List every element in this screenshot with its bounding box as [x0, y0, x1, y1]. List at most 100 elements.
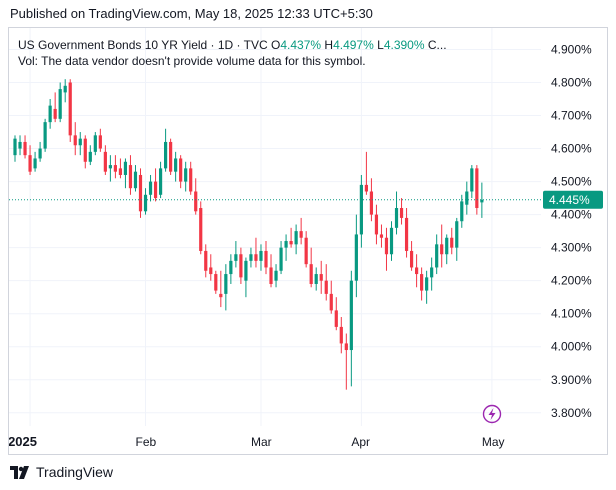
y-tick-label: 4.600% [551, 142, 592, 156]
legend-volume-note: Vol: The data vendor doesn't provide vol… [18, 54, 366, 68]
candle [430, 257, 434, 291]
legend-low-value: 4.390% [383, 38, 425, 52]
candle [450, 227, 454, 255]
candle [224, 264, 228, 311]
candle [374, 204, 379, 245]
candle [239, 247, 243, 284]
candle [269, 254, 273, 288]
candle [404, 208, 409, 258]
candle-body [425, 277, 429, 291]
candle [103, 145, 107, 175]
candle [199, 201, 203, 255]
candle [68, 79, 72, 142]
candle-body [440, 244, 444, 255]
candle [244, 257, 248, 298]
candle [174, 151, 178, 182]
candle [259, 244, 263, 271]
candle [415, 254, 419, 288]
candle [13, 135, 17, 162]
candle-body [83, 138, 87, 162]
candle-body [174, 158, 178, 172]
candle-body [369, 191, 374, 215]
candle [194, 178, 198, 215]
candle [409, 241, 414, 271]
chart-panel[interactable]: 4.900% 4.800% 4.700% 4.600% 4.500% 4.400% 4.30… [8, 27, 608, 455]
candle-body [409, 250, 414, 268]
candle [425, 270, 429, 304]
candle-body [103, 151, 107, 172]
y-tick-label: 4.100% [551, 307, 592, 321]
tradingview-brand[interactable]: TradingView [10, 464, 113, 480]
candle [379, 224, 384, 248]
y-tick-label: 4.200% [551, 274, 592, 288]
candle [475, 165, 479, 215]
candle-body [284, 241, 288, 248]
candle-body [169, 141, 173, 172]
candle-body [249, 254, 253, 261]
candle-body [420, 274, 424, 291]
candle-body [23, 141, 27, 156]
candle-body [184, 168, 188, 182]
candle-body [450, 237, 454, 248]
current-price-badge [543, 190, 603, 209]
candle [364, 151, 368, 195]
legend-line-ohlc: US Government Bonds 10 YR Yield · 1D · T… [18, 37, 447, 53]
candle-body [470, 168, 474, 192]
axis-layer: 4.900% 4.800% 4.700% 4.600% 4.500% 4.400% 4.30… [9, 42, 603, 449]
candle [445, 234, 449, 265]
candle-body [209, 267, 213, 275]
candle-body [415, 267, 419, 275]
y-tick-label: 3.800% [551, 406, 592, 420]
x-tick-label: Mar [251, 435, 272, 449]
candle [98, 128, 102, 152]
candle [309, 247, 313, 288]
candle-body [234, 254, 238, 261]
candlestick-chart[interactable]: 4.900% 4.800% 4.700% 4.600% 4.500% 4.400% 4.30… [9, 28, 608, 455]
candle [143, 188, 148, 215]
candle-body [43, 122, 47, 149]
candle-body [244, 260, 248, 281]
candle [153, 168, 158, 202]
candle [334, 297, 338, 331]
candle-body [224, 274, 228, 294]
candle [204, 244, 208, 278]
candle [249, 247, 253, 268]
candle-body [324, 280, 328, 294]
candle-body [68, 82, 72, 136]
candle-body [259, 250, 263, 261]
candle-body [38, 148, 42, 159]
candle-body [435, 244, 439, 268]
candle-body [314, 274, 318, 284]
candle [234, 241, 238, 268]
candle-body [48, 105, 52, 123]
brand-name: TradingView [36, 464, 114, 480]
y-tick-label: 4.000% [551, 340, 592, 354]
candle-body [319, 274, 323, 281]
candle [304, 231, 308, 268]
candle-body [118, 168, 123, 175]
candle-body [430, 267, 434, 278]
candle-body [194, 191, 198, 212]
candle [339, 317, 343, 354]
candle [399, 198, 404, 225]
candle-body [63, 85, 67, 93]
candle [73, 122, 77, 156]
candle [294, 224, 298, 255]
candle [470, 165, 474, 199]
candle [148, 174, 153, 202]
candle [384, 227, 389, 271]
candle-body [475, 168, 479, 209]
candle-body [294, 231, 298, 245]
candle-body [98, 135, 102, 149]
candle [179, 155, 183, 189]
y-tick-label: 4.300% [551, 241, 592, 255]
candle [133, 165, 138, 192]
candle [369, 178, 374, 222]
y-tick-label: 4.500% [551, 175, 592, 189]
lightning-icon[interactable] [482, 404, 502, 424]
x-tick-label: 2025 [9, 434, 37, 449]
candle-body [214, 274, 218, 291]
candle-body [389, 227, 394, 255]
legend-open-value: 4.437% [280, 38, 322, 52]
x-tick-label: Feb [136, 435, 157, 449]
